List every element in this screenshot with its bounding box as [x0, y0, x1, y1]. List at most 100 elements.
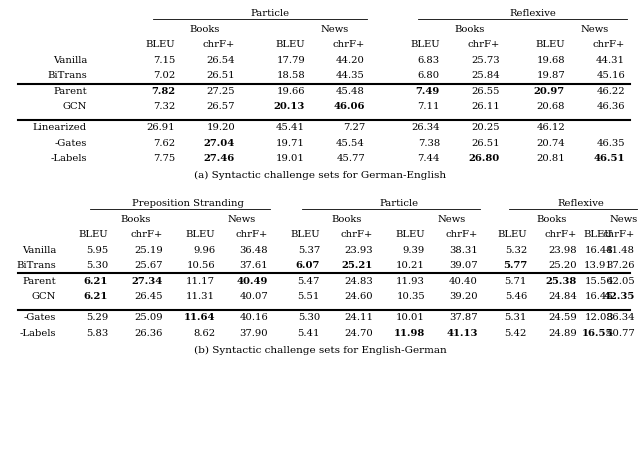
Text: 26.11: 26.11	[471, 102, 500, 111]
Text: 7.32: 7.32	[153, 102, 175, 111]
Text: 7.75: 7.75	[153, 154, 175, 163]
Text: 5.46: 5.46	[505, 292, 527, 301]
Text: 5.37: 5.37	[298, 246, 320, 255]
Text: 10.56: 10.56	[186, 261, 215, 270]
Text: 6.83: 6.83	[418, 56, 440, 65]
Text: (a) Syntactic challenge sets for German-English: (a) Syntactic challenge sets for German-…	[194, 171, 446, 180]
Text: 26.51: 26.51	[206, 71, 235, 80]
Text: 9.39: 9.39	[403, 246, 425, 255]
Text: -Gates: -Gates	[54, 139, 87, 148]
Text: 39.20: 39.20	[449, 292, 478, 301]
Text: 27.04: 27.04	[204, 139, 235, 148]
Text: 24.83: 24.83	[344, 276, 373, 286]
Text: News: News	[581, 25, 609, 34]
Text: News: News	[610, 215, 638, 224]
Text: 26.57: 26.57	[207, 102, 235, 111]
Text: 36.48: 36.48	[239, 246, 268, 255]
Text: Particle: Particle	[380, 199, 419, 208]
Text: 26.45: 26.45	[134, 292, 163, 301]
Text: 45.77: 45.77	[336, 154, 365, 163]
Text: 36.34: 36.34	[606, 313, 635, 322]
Text: 7.82: 7.82	[151, 87, 175, 96]
Text: 25.73: 25.73	[472, 56, 500, 65]
Text: 42.35: 42.35	[604, 292, 635, 301]
Text: BLEU: BLEU	[145, 40, 175, 49]
Text: chrF+: chrF+	[603, 230, 635, 239]
Text: 5.30: 5.30	[86, 261, 108, 270]
Text: 10.21: 10.21	[396, 261, 425, 270]
Text: (b) Syntactic challenge sets for English-German: (b) Syntactic challenge sets for English…	[194, 345, 446, 355]
Text: 17.79: 17.79	[276, 56, 305, 65]
Text: 11.98: 11.98	[394, 329, 425, 338]
Text: chrF+: chrF+	[593, 40, 625, 49]
Text: 11.31: 11.31	[186, 292, 215, 301]
Text: 40.49: 40.49	[237, 276, 268, 286]
Text: Books: Books	[120, 215, 150, 224]
Text: 40.77: 40.77	[606, 329, 635, 338]
Text: 40.07: 40.07	[239, 292, 268, 301]
Text: 5.83: 5.83	[86, 329, 108, 338]
Text: 46.06: 46.06	[333, 102, 365, 111]
Text: 20.81: 20.81	[536, 154, 565, 163]
Text: chrF+: chrF+	[236, 230, 268, 239]
Text: 46.12: 46.12	[536, 123, 565, 132]
Text: chrF+: chrF+	[445, 230, 478, 239]
Text: 46.22: 46.22	[596, 87, 625, 96]
Text: BLEU: BLEU	[584, 230, 613, 239]
Text: 5.77: 5.77	[503, 261, 527, 270]
Text: Vanilla: Vanilla	[52, 56, 87, 65]
Text: Preposition Stranding: Preposition Stranding	[132, 199, 244, 208]
Text: 44.20: 44.20	[336, 56, 365, 65]
Text: 26.36: 26.36	[134, 329, 163, 338]
Text: Linearized: Linearized	[33, 123, 87, 132]
Text: chrF+: chrF+	[468, 40, 500, 49]
Text: 25.67: 25.67	[134, 261, 163, 270]
Text: 41.13: 41.13	[447, 329, 478, 338]
Text: 37.90: 37.90	[239, 329, 268, 338]
Text: 39.07: 39.07	[449, 261, 478, 270]
Text: 11.64: 11.64	[184, 313, 215, 322]
Text: 5.41: 5.41	[298, 329, 320, 338]
Text: 19.01: 19.01	[276, 154, 305, 163]
Text: 24.89: 24.89	[548, 329, 577, 338]
Text: 26.91: 26.91	[147, 123, 175, 132]
Text: 27.46: 27.46	[204, 154, 235, 163]
Text: BLEU: BLEU	[396, 230, 425, 239]
Text: 11.93: 11.93	[396, 276, 425, 286]
Text: 23.93: 23.93	[344, 246, 373, 255]
Text: 16.45: 16.45	[584, 292, 613, 301]
Text: 44.35: 44.35	[336, 71, 365, 80]
Text: 45.41: 45.41	[276, 123, 305, 132]
Text: 24.11: 24.11	[344, 313, 373, 322]
Text: BLEU: BLEU	[410, 40, 440, 49]
Text: BLEU: BLEU	[291, 230, 320, 239]
Text: 25.38: 25.38	[546, 276, 577, 286]
Text: GCN: GCN	[31, 292, 56, 301]
Text: Particle: Particle	[250, 9, 289, 18]
Text: 7.02: 7.02	[153, 71, 175, 80]
Text: 15.56: 15.56	[584, 276, 613, 286]
Text: -Gates: -Gates	[24, 313, 56, 322]
Text: BLEU: BLEU	[536, 40, 565, 49]
Text: Reflexive: Reflexive	[509, 9, 556, 18]
Text: chrF+: chrF+	[131, 230, 163, 239]
Text: 19.20: 19.20	[206, 123, 235, 132]
Text: 19.66: 19.66	[276, 87, 305, 96]
Text: 5.95: 5.95	[86, 246, 108, 255]
Text: BLEU: BLEU	[78, 230, 108, 239]
Text: 6.21: 6.21	[84, 292, 108, 301]
Text: News: News	[227, 215, 255, 224]
Text: 19.71: 19.71	[276, 139, 305, 148]
Text: 7.11: 7.11	[417, 102, 440, 111]
Text: 8.62: 8.62	[193, 329, 215, 338]
Text: 24.70: 24.70	[344, 329, 373, 338]
Text: Parent: Parent	[22, 276, 56, 286]
Text: 37.87: 37.87	[449, 313, 478, 322]
Text: 6.21: 6.21	[84, 276, 108, 286]
Text: 16.55: 16.55	[582, 329, 613, 338]
Text: 42.05: 42.05	[606, 276, 635, 286]
Text: 5.47: 5.47	[298, 276, 320, 286]
Text: Books: Books	[537, 215, 567, 224]
Text: 26.55: 26.55	[472, 87, 500, 96]
Text: 16.48: 16.48	[584, 246, 613, 255]
